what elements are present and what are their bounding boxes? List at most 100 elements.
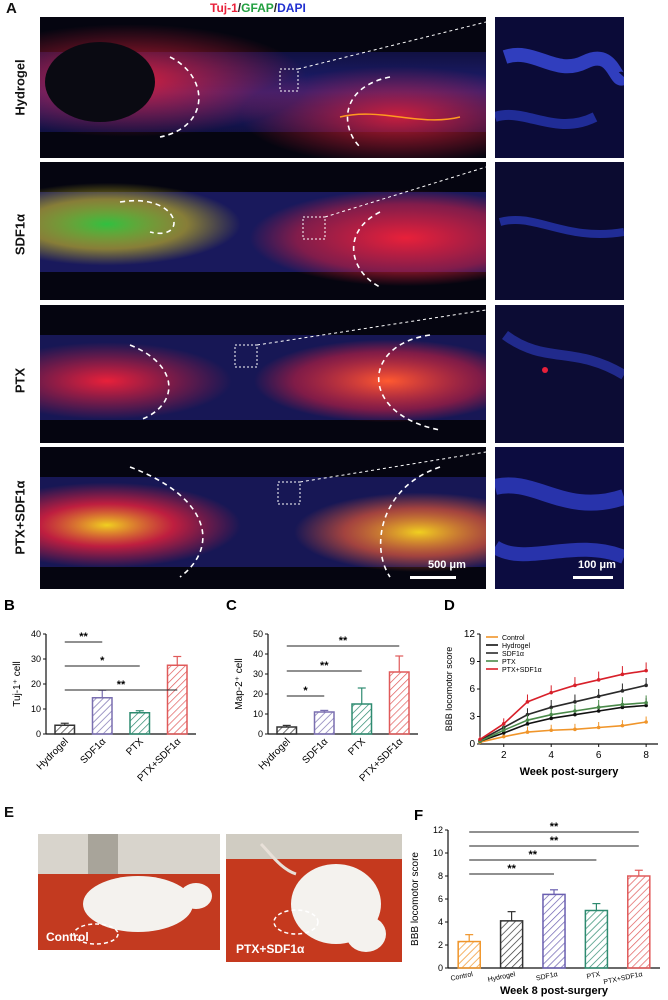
category-label: PTX <box>586 971 601 981</box>
bar <box>584 909 609 969</box>
x-tick-label: 4 <box>548 750 554 761</box>
y-tick-label: 30 <box>31 654 41 664</box>
bar <box>457 940 481 969</box>
series-point <box>549 728 553 733</box>
significance-label: ** <box>79 631 88 643</box>
y-tick-label: 2 <box>438 940 443 950</box>
stain-legend-part: DAPI <box>277 1 306 15</box>
y-tick-label: 20 <box>253 689 263 699</box>
series-point <box>620 723 625 728</box>
series-point <box>620 672 625 677</box>
y-tick-label: 0 <box>36 729 41 739</box>
series-point <box>549 712 553 717</box>
panel-e-letter: E <box>4 804 15 821</box>
category-label: PTX+SDF1α <box>603 971 643 986</box>
bar <box>166 664 188 735</box>
series-point <box>644 668 648 673</box>
x-axis-label: Week post-surgery <box>520 766 620 778</box>
series-point <box>478 737 482 742</box>
significance-label: ** <box>507 863 516 875</box>
bar <box>388 671 410 735</box>
significance-label: * <box>100 655 105 667</box>
significance-label: ** <box>550 835 559 847</box>
legend-label: Hydrogel <box>502 643 530 650</box>
scale-text-zoom: 100 μm <box>578 559 616 571</box>
category-label: PTX <box>346 736 368 758</box>
photo-control-label: Control <box>46 930 89 944</box>
series-point <box>501 728 506 733</box>
y-tick-label: 40 <box>31 629 41 639</box>
x-axis-label: Week 8 post-surgery <box>500 985 609 997</box>
category-label: SDF1α <box>535 971 558 982</box>
y-tick-label: 30 <box>253 669 263 679</box>
series-point <box>573 683 577 688</box>
scale-bar-zoom <box>573 576 613 579</box>
series-point <box>644 700 648 705</box>
series-point <box>573 712 577 717</box>
y-tick-label: 40 <box>253 649 263 659</box>
series-point <box>525 718 530 722</box>
y-tick-label: 12 <box>433 825 443 835</box>
series-line <box>479 704 647 743</box>
category-label: SDF1α <box>300 736 330 766</box>
y-tick-label: 8 <box>438 871 443 881</box>
x-tick-label: 2 <box>501 750 507 761</box>
y-tick-label: 10 <box>433 848 443 858</box>
series-point <box>620 689 625 693</box>
y-tick-label: 20 <box>31 679 41 689</box>
panel-a-letter: A <box>6 0 17 17</box>
bar <box>313 711 335 735</box>
y-axis-label: Tuj-1⁺ cell <box>12 661 23 706</box>
photo-control: Control <box>38 834 220 950</box>
series-point <box>549 716 553 721</box>
y-axis-label: BBB locomotor score <box>410 852 421 946</box>
series-line <box>479 721 647 743</box>
panel-letter: B <box>4 597 15 614</box>
series-point <box>620 702 625 707</box>
significance-label: ** <box>117 679 126 691</box>
panel-letter: F <box>414 807 423 824</box>
scale-bar-main <box>410 576 456 579</box>
legend-label: SDF1α <box>502 651 524 658</box>
legend-label: PTX <box>502 659 516 666</box>
micrograph-hydrogel <box>40 17 486 158</box>
series-line <box>479 684 647 742</box>
category-label: Hydrogel <box>487 971 516 984</box>
panel-letter: D <box>444 597 455 614</box>
micrograph-ptx-sdf1a-zoom <box>495 447 624 589</box>
micrograph-ptx-sdf1a <box>40 447 486 589</box>
y-tick-label: 6 <box>438 894 443 904</box>
significance-label: * <box>303 685 308 697</box>
series-point <box>525 700 530 704</box>
significance-label: ** <box>529 849 538 861</box>
series-point <box>501 722 506 726</box>
series-point <box>549 705 553 710</box>
stain-legend-title: Tuj-1/GFAP/DAPI <box>210 1 306 15</box>
y-tick-label: 10 <box>31 704 41 714</box>
y-tick-label: 50 <box>253 629 263 639</box>
photo-ptx-sdf1a: PTX+SDF1α <box>226 834 402 962</box>
bar <box>276 726 298 735</box>
series-point <box>525 722 530 726</box>
bar <box>91 697 113 735</box>
y-tick-label: 9 <box>469 657 475 668</box>
y-tick-label: 3 <box>469 712 475 723</box>
series-point <box>644 683 648 688</box>
series-point <box>596 694 601 699</box>
stain-legend-part: GFAP <box>241 1 274 15</box>
series-point <box>573 709 577 713</box>
legend-label: Control <box>502 635 525 642</box>
series-point <box>644 703 648 708</box>
y-tick-label: 6 <box>469 684 475 695</box>
bar <box>351 703 373 735</box>
x-tick-label: 8 <box>643 750 649 761</box>
bar <box>542 893 566 969</box>
micrograph-ptx-zoom <box>495 305 624 443</box>
y-tick-label: 12 <box>464 629 476 640</box>
y-tick-label: 4 <box>438 917 443 927</box>
series-point <box>596 705 601 710</box>
series-point <box>501 734 506 739</box>
significance-label: ** <box>320 660 329 672</box>
series-point <box>596 725 601 730</box>
